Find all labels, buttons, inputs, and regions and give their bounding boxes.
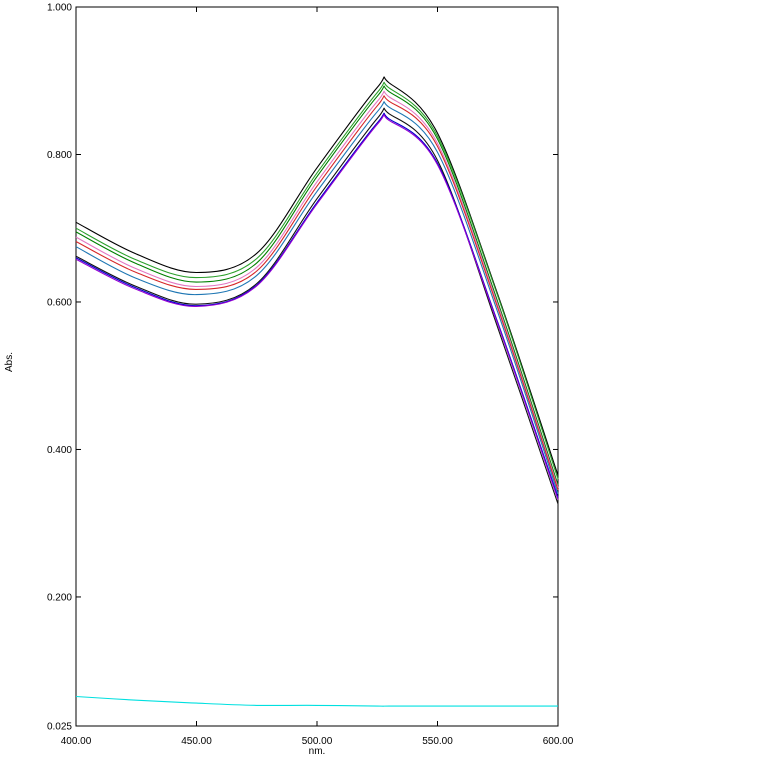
x-tick-label: 500.00	[302, 736, 333, 747]
series-line-4	[75, 90, 559, 488]
y-tick-label: 0.800	[47, 150, 72, 161]
series-line-5	[75, 95, 559, 491]
ticks-layer: 400.00 450.00 500.00 550.00 600.00 0.025 0.200…	[47, 3, 574, 748]
series-line-9	[75, 114, 559, 500]
y-tick-label: 1.000	[47, 3, 72, 14]
series-line-3	[75, 85, 559, 486]
series-line-6	[75, 101, 559, 494]
series-line-7	[75, 107, 559, 505]
x-tick-label: 550.00	[422, 736, 453, 747]
x-tick-label: 450.00	[181, 736, 212, 747]
series-line-10	[75, 695, 558, 707]
y-tick-label: 0.200	[47, 592, 72, 603]
plot-area	[75, 6, 559, 727]
x-axis-label: nm.	[309, 746, 326, 757]
y-axis-label: Abs.	[4, 352, 15, 372]
x-tick-label: 600.00	[543, 736, 574, 747]
y-tick-label: 0.600	[47, 297, 72, 308]
series-layer	[75, 76, 559, 707]
y-tick-label: 0.400	[47, 445, 72, 456]
labels-layer: nm. Abs.	[4, 352, 325, 757]
y-tick-label: 0.025	[47, 722, 72, 733]
series-line-2	[75, 81, 559, 480]
x-tick-label: 400.00	[61, 736, 92, 747]
